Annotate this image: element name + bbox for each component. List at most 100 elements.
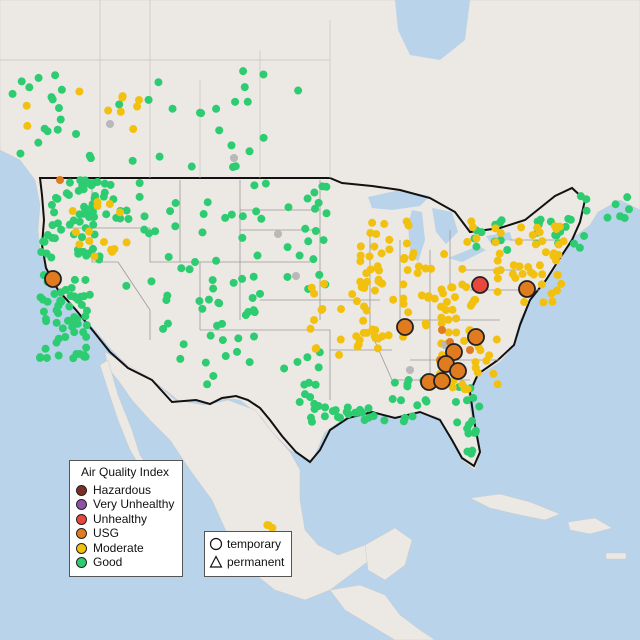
good-monitor (319, 236, 328, 245)
moderate-monitor (551, 256, 560, 265)
unhealthy-swatch-icon (76, 513, 87, 525)
good-monitor (8, 89, 17, 98)
moderate-monitor (264, 521, 273, 530)
good-monitor (390, 378, 399, 387)
moderate-monitor (118, 92, 127, 101)
moderate-monitor (450, 293, 459, 302)
moderate-monitor (348, 290, 357, 299)
good-monitor (135, 179, 144, 188)
legend-item-permanent: permanent (209, 554, 284, 570)
good-monitor (39, 307, 48, 316)
good-monitor (234, 334, 243, 343)
moderate-monitor (528, 231, 537, 240)
good-monitor (475, 402, 484, 411)
good-monitor (623, 193, 632, 202)
good-monitor (303, 194, 312, 203)
good-monitor (42, 353, 51, 362)
moderate-monitor (306, 324, 315, 333)
good-monitor (203, 380, 212, 389)
moderate-monitor (368, 325, 377, 334)
legend-item-moderate: Moderate (76, 541, 144, 555)
good-monitor (171, 199, 180, 208)
moderate-monitor (448, 383, 457, 392)
good-monitor (50, 289, 59, 298)
moderate-monitor (68, 207, 77, 216)
legend-item-temporary: temporary (209, 536, 281, 552)
highlighted-monitor (449, 362, 467, 380)
good-monitor (79, 247, 88, 256)
good-monitor (34, 73, 43, 82)
good-monitor (79, 185, 88, 194)
good-monitor (76, 176, 85, 185)
highlighted-monitors (44, 270, 536, 391)
legend-item-very-unhealthy: Very Unhealthy (76, 497, 174, 511)
moderate-monitor (133, 102, 142, 111)
legend-label: Very Unhealthy (93, 497, 175, 511)
moderate-monitor (75, 87, 84, 96)
lake-michigan (408, 210, 425, 262)
good-monitor (283, 243, 292, 252)
good-monitor (304, 237, 313, 246)
good-monitor (147, 277, 156, 286)
usg-monitor (438, 326, 446, 334)
good-monitor (353, 408, 362, 417)
highlighted-monitor (433, 372, 451, 390)
moderate-monitor (368, 218, 377, 227)
land-puerto-rico (605, 552, 627, 560)
moderate-monitor (116, 107, 125, 116)
good-monitor (195, 297, 204, 306)
highlighted-monitor (471, 276, 489, 294)
good-monitor (140, 225, 149, 234)
moderate-monitor (549, 249, 558, 258)
good-monitor (611, 200, 620, 209)
good-monitor (191, 258, 200, 267)
moderate-monitor (424, 292, 433, 301)
good-monitor (151, 227, 160, 236)
legend-label: Good (93, 555, 123, 569)
legend-label: temporary (227, 537, 282, 551)
good-monitor (82, 321, 91, 330)
good-monitor (81, 275, 90, 284)
moderate-swatch-icon (76, 542, 87, 554)
lake-superior (368, 190, 430, 210)
good-monitor (48, 95, 57, 104)
moderate-monitor (518, 269, 527, 278)
legend-label: USG (93, 526, 120, 540)
good-monitor (252, 207, 261, 216)
good-monitor (238, 212, 247, 221)
moderate-monitor (444, 328, 453, 337)
no-data-monitor (292, 272, 300, 280)
moderate-monitor (134, 96, 143, 105)
moderate-monitor (476, 346, 485, 355)
land-yucatan (364, 527, 413, 581)
good-monitor (80, 292, 89, 301)
moderate-monitor (22, 101, 31, 110)
good-monitor (221, 352, 230, 361)
moderate-monitor (463, 237, 472, 246)
good-monitor (303, 353, 312, 362)
good-monitor (603, 213, 612, 222)
good-monitor (364, 413, 373, 422)
good-monitor (400, 413, 409, 422)
moderate-monitor (495, 249, 504, 258)
good-monitor (408, 412, 417, 421)
moderate-monitor (377, 249, 386, 258)
good-monitor (198, 228, 207, 237)
moderate-monitor (360, 283, 369, 292)
moderate-monitor (404, 221, 413, 230)
good-monitor (239, 67, 248, 76)
moderate-monitor (489, 369, 498, 378)
moderate-monitor (520, 298, 529, 307)
moderate-monitor (444, 315, 453, 324)
moderate-monitor (448, 283, 457, 292)
good-monitor (453, 418, 462, 427)
good-monitor (201, 358, 210, 367)
good-monitor (463, 396, 472, 405)
province-lines (0, 0, 331, 178)
good-monitor (472, 242, 481, 251)
good-monitor (176, 354, 185, 363)
land-central-america (329, 584, 436, 640)
good-monitor (469, 393, 478, 402)
legend-label: Unhealthy (93, 512, 148, 526)
good-monitor (227, 210, 236, 219)
